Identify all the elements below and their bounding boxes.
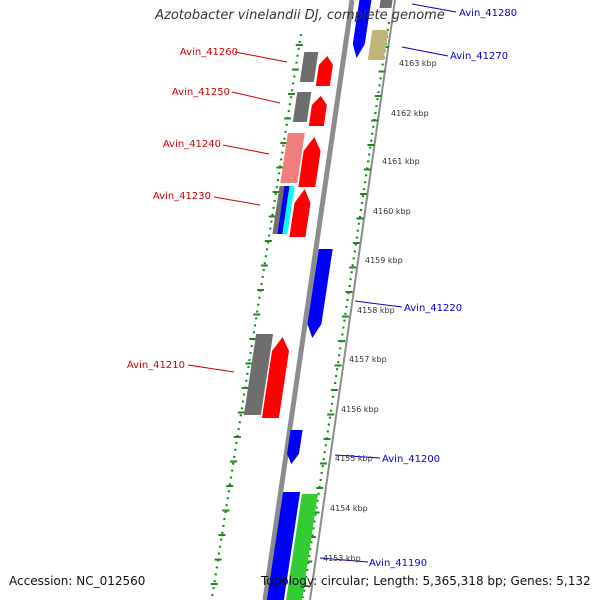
gene-label-left: Avin_41230 [153, 191, 211, 202]
gene-avin-41280 [352, 0, 372, 58]
backbone-lines [262, 0, 396, 600]
leader-line-0 [234, 51, 288, 63]
genome-title: Azotobacter vinelandii DJ, complete geno… [155, 8, 445, 23]
scale-label: 4157 kbp [349, 355, 387, 364]
gene-avin-41260 [315, 56, 333, 86]
gene-avin-41250-grey [292, 92, 312, 122]
leader-line-6 [401, 46, 449, 57]
gene-label-right: Avin_41280 [459, 8, 517, 19]
leader-line-5 [411, 3, 457, 13]
scale-label: 4156 kbp [341, 405, 379, 414]
gene-avin-41230-blue [277, 186, 290, 234]
leader-line-3 [213, 196, 261, 206]
scale-label: 4155 kbp [335, 454, 373, 463]
gene-label-right: Avin_41190 [369, 558, 427, 569]
gene-features [243, 0, 393, 600]
gene-avin-41250 [308, 96, 327, 126]
scale-label: 4154 kbp [330, 504, 368, 513]
leader-line-1 [231, 91, 281, 104]
gene-avin-41230-grey [272, 186, 286, 234]
topology-text: Topology: circular; Length: 5,365,318 bp… [261, 574, 591, 588]
gene-label-right: Avin_41200 [382, 454, 440, 465]
gene-avin-41190-blue [266, 492, 301, 600]
leader-line-9 [319, 557, 369, 563]
scale-label: 4163 kbp [399, 59, 437, 68]
gene-avin-41210-grey [243, 334, 274, 415]
gene-label-left: Avin_41210 [127, 360, 185, 371]
scale-label: 4161 kbp [382, 157, 420, 166]
leader-line-4 [187, 364, 235, 373]
gene-avin-41240-pink [280, 133, 305, 183]
scale-label: 4162 kbp [391, 109, 429, 118]
ruler-ticks [210, 44, 390, 587]
gene-label-left: Avin_41260 [180, 47, 238, 58]
scale-labels: 4163 kbp 4162 kbp 4161 kbp 4160 kbp 4159 kbp… [323, 59, 437, 563]
gene-labels: Avin_41260 Avin_41250 Avin_41240 Avin_41230… [127, 8, 517, 569]
gene-avin-41270 [367, 30, 389, 60]
leader-line-8 [334, 454, 381, 459]
gene-avin-41210 [261, 337, 289, 418]
scale-label: 4153 kbp [323, 554, 361, 563]
gene-avin-41190-green [286, 494, 318, 600]
gene-avin-41220 [307, 249, 333, 338]
scale-label: 4160 kbp [373, 207, 411, 216]
gene-avin-41200 [287, 430, 303, 464]
gene-top-partial [379, 0, 393, 8]
leader-line-2 [222, 144, 270, 155]
gene-label-left: Avin_41240 [163, 139, 221, 150]
gene-avin-41230 [289, 189, 311, 237]
leader-line-7 [354, 300, 403, 308]
gene-avin-41230-cyan [282, 186, 295, 234]
gene-avin-41260-grey [299, 52, 319, 82]
label-leader-lines [187, 3, 457, 563]
gene-avin-41240 [298, 137, 321, 187]
gene-label-right: Avin_41270 [450, 51, 508, 62]
accession-text: Accession: NC_012560 [9, 574, 146, 588]
scale-label: 4158 kbp [357, 306, 395, 315]
gene-label-right: Avin_41220 [404, 303, 462, 314]
gene-label-left: Avin_41250 [172, 87, 230, 98]
scale-label: 4159 kbp [365, 256, 403, 265]
